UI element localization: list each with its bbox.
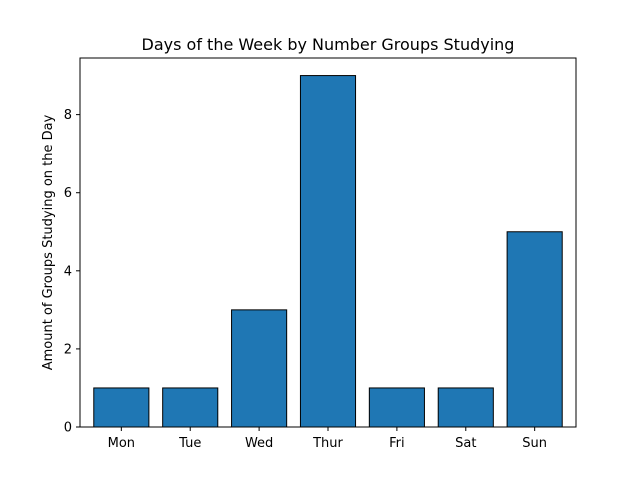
- y-tick-label: 2: [64, 342, 72, 357]
- x-axis-ticks: Mon Tue Wed Thur Fri Sat Sun: [108, 427, 547, 451]
- bar-fri: [368, 387, 425, 428]
- bars-layer: [93, 75, 563, 428]
- bar-mon: [93, 387, 150, 428]
- x-tick-label: Sun: [522, 436, 547, 451]
- y-tick-label: 6: [64, 186, 72, 201]
- plot-frame: [79, 57, 577, 428]
- bar-sun: [506, 231, 563, 428]
- x-tick-label: Thur: [312, 436, 343, 451]
- bar-sat: [437, 387, 494, 428]
- y-tick-label: 0: [64, 421, 72, 436]
- x-tick-label: Sat: [455, 436, 476, 451]
- bar-wed: [231, 309, 288, 428]
- x-tick-label: Fri: [389, 436, 405, 451]
- chart-title: Days of the Week by Number Groups Studyi…: [142, 35, 515, 54]
- bar-tue: [162, 387, 219, 428]
- x-tick-label: Wed: [245, 436, 273, 451]
- y-axis-label: Amount of Groups Studying on the Day: [41, 114, 56, 370]
- y-tick-label: 8: [64, 108, 72, 123]
- y-tick-label: 4: [64, 264, 72, 279]
- bar-thur: [299, 75, 357, 428]
- x-tick-label: Mon: [108, 436, 135, 451]
- y-axis-ticks: 0 2 4 6 8: [64, 108, 80, 436]
- x-tick-label: Tue: [178, 436, 201, 451]
